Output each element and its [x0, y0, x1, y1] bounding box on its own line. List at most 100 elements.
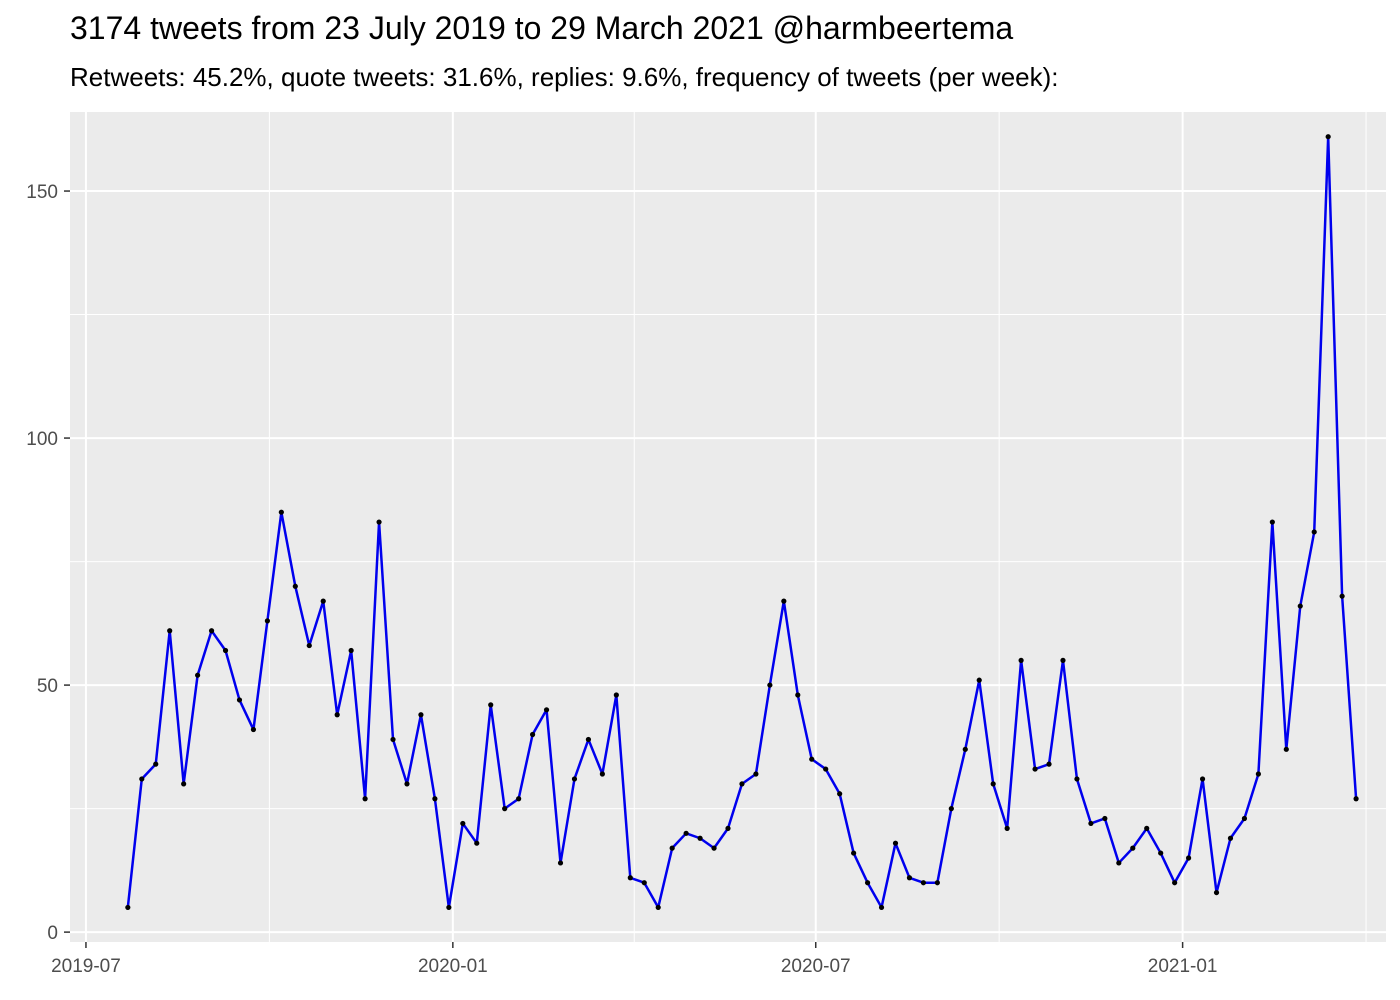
data-point [655, 904, 661, 911]
y-tick-label: 150 [26, 182, 58, 203]
data-point [292, 583, 298, 589]
data-point [697, 835, 703, 841]
data-point [1004, 825, 1010, 831]
data-point [823, 766, 829, 772]
data-point [181, 781, 187, 787]
data-point [948, 806, 954, 812]
data-point [529, 731, 536, 738]
data-point [488, 702, 494, 708]
data-point [1130, 845, 1136, 851]
data-point [446, 904, 452, 911]
data-point [348, 647, 354, 654]
data-point [1074, 776, 1080, 782]
data-point [362, 796, 368, 802]
data-point [306, 642, 312, 649]
data-point [781, 598, 787, 604]
axes: 2019-07 2020-01 2020-07 2021-01 0 50 100 150 [26, 182, 1217, 977]
data-point [125, 904, 131, 911]
data-point [1311, 529, 1317, 535]
data-point [725, 825, 731, 831]
minor-gridlines [70, 112, 1386, 942]
data-point [1241, 815, 1248, 822]
data-point [1018, 657, 1024, 663]
data-point [1339, 593, 1345, 599]
data-point [1172, 880, 1178, 886]
data-point [432, 796, 438, 802]
data-point [1144, 825, 1150, 831]
data-point [599, 771, 605, 777]
data-point [1283, 746, 1289, 752]
plot-panel [70, 112, 1386, 942]
data-point [669, 845, 675, 851]
data-point [739, 781, 745, 787]
data-point [278, 509, 284, 515]
data-points [125, 134, 1359, 911]
x-tick-label: 2020-07 [781, 956, 851, 977]
data-point [1325, 134, 1331, 140]
data-point [167, 628, 173, 634]
chart-subtitle: Retweets: 45.2%, quote tweets: 31.6%, re… [70, 62, 1059, 92]
data-point [543, 707, 550, 713]
data-point [962, 746, 968, 752]
major-gridlines [70, 112, 1386, 942]
data-point [767, 682, 773, 688]
data-point [1102, 815, 1108, 822]
data-point [460, 820, 466, 827]
data-point [320, 598, 326, 604]
data-point [1297, 603, 1303, 609]
data-point [1255, 771, 1261, 777]
data-point [641, 880, 647, 886]
y-tick-label: 50 [37, 676, 58, 697]
y-tick-label: 100 [26, 429, 58, 450]
data-point [851, 850, 857, 856]
data-point [627, 875, 633, 881]
data-point [809, 756, 815, 762]
data-point [1213, 889, 1220, 896]
data-point [613, 692, 619, 698]
data-point [208, 628, 215, 634]
data-point [1158, 850, 1164, 856]
data-point [571, 776, 578, 782]
data-point [557, 860, 564, 866]
data-point [1046, 761, 1052, 767]
data-point [1060, 657, 1066, 663]
data-point [1186, 855, 1192, 861]
data-point [990, 781, 996, 787]
data-point [390, 736, 396, 743]
data-point [516, 796, 522, 802]
data-point [250, 726, 257, 733]
data-point [474, 840, 480, 846]
data-point [585, 736, 592, 743]
data-point [236, 697, 243, 703]
data-point [1116, 860, 1122, 866]
data-point [711, 845, 717, 851]
data-point [502, 806, 508, 812]
x-tick-label: 2019-07 [51, 956, 121, 977]
data-point [153, 761, 159, 767]
y-tick-label: 0 [47, 923, 58, 944]
data-point [837, 791, 843, 797]
x-tick-label: 2021-01 [1148, 956, 1218, 977]
data-point [1269, 519, 1275, 525]
data-point [864, 880, 871, 886]
data-point [920, 880, 927, 886]
data-point [976, 677, 982, 683]
data-point [404, 781, 410, 787]
chart-title: 3174 tweets from 23 July 2019 to 29 Marc… [70, 10, 1014, 46]
data-point [264, 618, 270, 624]
data-point [795, 692, 801, 698]
data-point [683, 830, 689, 836]
data-point [1088, 820, 1094, 827]
data-point [934, 880, 940, 886]
data-point [906, 875, 913, 881]
data-point [1199, 776, 1206, 782]
data-point [376, 519, 382, 525]
data-point [334, 712, 340, 718]
data-point [418, 712, 424, 718]
data-point [1353, 796, 1359, 802]
data-point [878, 904, 885, 911]
data-point [892, 840, 899, 846]
x-tick-label: 2020-01 [418, 956, 488, 977]
data-point [195, 672, 201, 678]
